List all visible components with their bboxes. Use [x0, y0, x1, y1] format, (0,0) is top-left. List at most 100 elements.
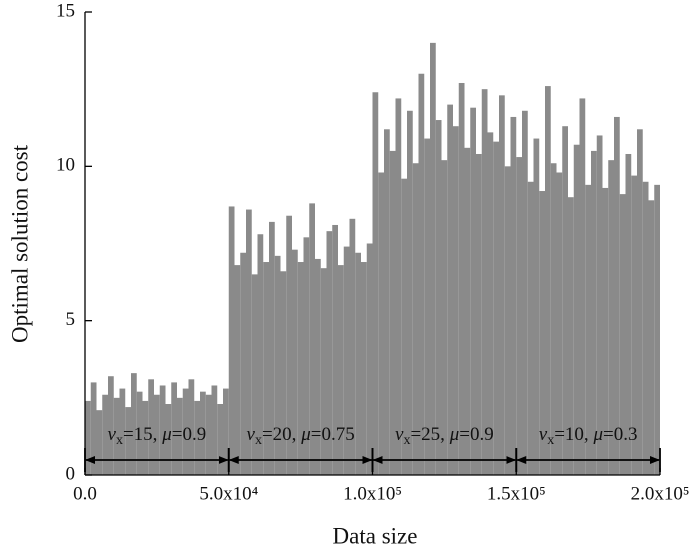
bar: [487, 132, 494, 475]
bar: [539, 191, 545, 475]
bar: [320, 268, 327, 475]
annotation-text: =20,: [262, 424, 301, 445]
bar: [366, 243, 373, 475]
bar: [614, 116, 620, 476]
bar: [493, 141, 499, 475]
bar: [637, 129, 643, 475]
bar: [596, 135, 603, 475]
bar: [274, 255, 281, 475]
annotation-text: =0.9: [172, 424, 206, 445]
span-annotation: vx=20, μ=0.75: [247, 424, 355, 448]
bar: [240, 252, 246, 475]
annotation-mu: μ: [592, 424, 603, 445]
bar: [263, 262, 269, 475]
bar: [654, 184, 660, 475]
bar: [625, 153, 632, 475]
bar: [648, 200, 655, 475]
bar: [447, 104, 453, 475]
bar: [372, 92, 379, 476]
bar: [550, 163, 557, 475]
bar: [435, 120, 442, 476]
bar: [453, 126, 459, 475]
bar: [412, 163, 419, 475]
annotation-mu: μ: [300, 424, 311, 445]
bar: [303, 237, 310, 475]
bar: [182, 388, 189, 475]
bar: [119, 388, 126, 475]
annotation-text: =0.9: [459, 424, 493, 445]
bar: [165, 404, 172, 475]
bar: [579, 98, 586, 475]
bar: [424, 138, 430, 475]
bar: [200, 391, 206, 475]
annotation-text: =0.75: [311, 424, 355, 445]
bar: [464, 147, 471, 475]
bar: [499, 95, 505, 475]
bar: [562, 126, 568, 475]
bar: [407, 110, 413, 476]
bar: [257, 234, 264, 475]
y-tick-label: 10: [56, 155, 75, 176]
y-axis-label: Optimal solution cost: [7, 144, 32, 343]
bar: [90, 382, 97, 475]
annotation-sub: x: [255, 433, 262, 448]
bar: [102, 394, 108, 475]
bar: [217, 404, 223, 475]
bar: [395, 98, 402, 475]
annotation-text: =0.3: [603, 424, 637, 445]
bar: [430, 42, 436, 475]
bar: [125, 407, 131, 475]
bar: [481, 89, 488, 476]
bar: [343, 246, 350, 475]
bar: [85, 400, 91, 475]
x-tick-label: 2.0x10⁵: [631, 483, 690, 504]
bar: [510, 116, 517, 476]
bar: [108, 376, 114, 475]
bar: [332, 224, 338, 475]
bar: [568, 197, 574, 475]
bar: [527, 181, 534, 475]
annotation-sub: x: [116, 433, 123, 448]
annotation-sub: x: [547, 433, 554, 448]
annotation-text: =25,: [410, 424, 449, 445]
bar: [522, 110, 528, 476]
bar: [418, 73, 425, 475]
annotation-mu: μ: [449, 424, 460, 445]
annotation-text: =15,: [123, 424, 162, 445]
annotation-sub: x: [403, 433, 410, 448]
bar: [113, 397, 120, 475]
bar: [619, 194, 626, 475]
bar: [159, 385, 166, 475]
bar: [315, 258, 321, 475]
bar: [401, 178, 407, 475]
bar: [608, 160, 614, 475]
x-tick-label: 5.0x10⁴: [199, 483, 258, 504]
bar: [142, 400, 149, 475]
bar: [234, 265, 241, 475]
span-annotation: vx=25, μ=0.9: [395, 424, 494, 448]
annotation-text: =10,: [554, 424, 593, 445]
bar: [286, 215, 292, 475]
bar: [326, 231, 333, 475]
bars: [85, 42, 660, 476]
y-tick-label: 5: [66, 309, 76, 330]
bar: [504, 166, 511, 476]
bar: [573, 144, 580, 475]
bar: [338, 265, 344, 475]
bar: [642, 181, 649, 475]
annotation-var: v: [539, 424, 548, 445]
annotation-var: v: [108, 424, 117, 445]
bar: [177, 397, 183, 475]
bar: [361, 262, 367, 475]
bar: [458, 82, 465, 475]
bar: [171, 382, 177, 475]
bar: [194, 400, 200, 475]
bar: [154, 394, 160, 475]
bar: [378, 172, 384, 476]
bar: [280, 271, 287, 475]
bar: [591, 150, 597, 475]
bar: [349, 218, 356, 475]
bar: [223, 388, 229, 475]
bar: [556, 172, 563, 476]
